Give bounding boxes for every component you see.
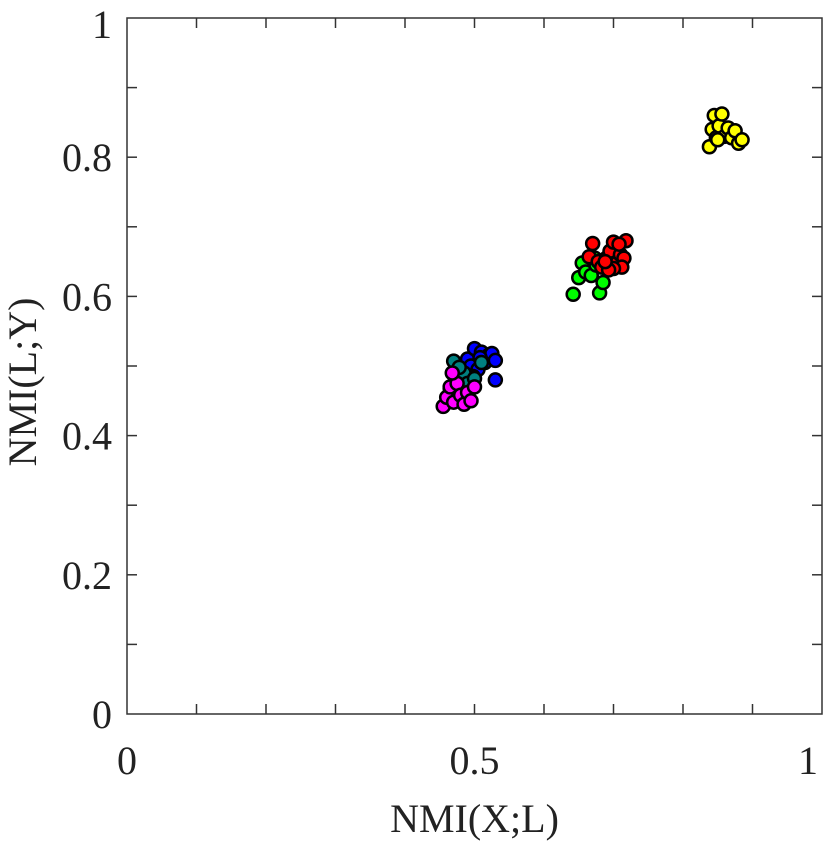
data-point-series-5 <box>444 365 461 381</box>
data-point-series-0 <box>565 286 581 303</box>
y-tick-label: 0.8 <box>62 135 112 180</box>
x-tick-label: 1 <box>798 738 818 783</box>
y-axis-label: NMI(L;Y) <box>0 298 45 467</box>
tick-marks <box>127 18 822 714</box>
y-tick-label: 0.2 <box>62 553 112 598</box>
data-points <box>435 106 750 415</box>
data-point-series-2 <box>734 132 750 148</box>
x-tick-label: 0.5 <box>450 738 500 783</box>
data-point-series-4 <box>473 354 490 371</box>
x-axis-tick-labels: 0 0.5 1 <box>117 738 818 783</box>
y-tick-label: 1 <box>92 2 112 47</box>
data-point-series-3 <box>487 352 504 369</box>
data-point-series-1 <box>584 235 601 252</box>
y-tick-label: 0.6 <box>62 274 112 319</box>
data-point-series-1 <box>597 253 613 270</box>
data-point-series-1 <box>611 236 627 252</box>
x-axis-label: NMI(X;L) <box>390 796 559 841</box>
y-tick-label: 0 <box>92 692 112 737</box>
data-point-series-5 <box>466 379 483 395</box>
x-tick-label: 0 <box>117 738 137 783</box>
data-point-series-2 <box>710 132 726 148</box>
data-point-series-5 <box>463 393 479 409</box>
data-point-series-2 <box>714 106 730 122</box>
y-axis-tick-labels: 0 0.2 0.4 0.6 0.8 1 <box>62 2 112 737</box>
y-tick-label: 0.4 <box>62 414 112 459</box>
data-point-series-3 <box>487 372 504 388</box>
data-point-series-0 <box>595 274 611 291</box>
